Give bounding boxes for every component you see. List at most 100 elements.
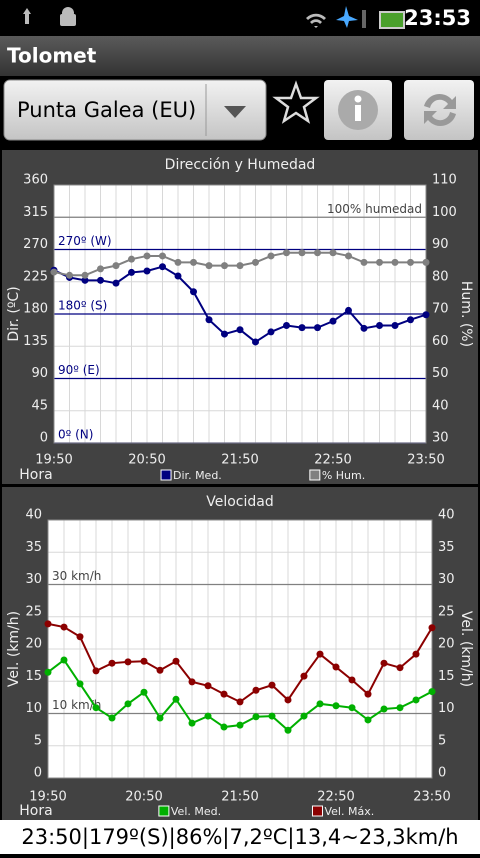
y2-tick-label: 20 [438,637,455,652]
data-point [380,659,388,667]
data-point [428,624,436,632]
y-tick-label: 35 [25,540,42,555]
data-point [143,267,151,275]
summary: 23:50|179º(S)|86%|7,2ºC|13,4~23,3km/h [21,825,458,850]
data-point [329,317,337,325]
y2-axis-label: Vel. (km/h) [458,611,474,687]
data-point [376,321,383,329]
x-tick-label: 23:50 [413,790,450,805]
y-tick-label: 0 [34,766,42,781]
y2-axis-label: Hum. (%) [458,281,474,347]
data-point [97,276,104,284]
data-point [76,633,84,641]
favorite-button[interactable] [272,80,320,124]
data-point [316,700,324,708]
y-tick-label: 15 [25,669,42,684]
data-point [407,258,414,266]
data-point [284,696,292,704]
legend-swatch [309,469,321,481]
info-icon-dot [354,95,362,103]
data-point [314,324,321,332]
data-point [92,667,100,675]
y2-tick-label: 40 [438,508,455,523]
y-tick-label: 360 [23,173,48,188]
y-tick-label: 135 [23,334,48,349]
y2-tick-label: 50 [432,366,449,381]
data-point [422,258,430,266]
status-icons [23,6,405,29]
x-tick-label: 22:50 [314,453,351,468]
data-point [81,271,89,279]
data-point [345,306,352,314]
data-point [205,316,213,324]
data-point [376,258,383,266]
data-point [252,713,260,721]
data-point [108,659,116,667]
data-point [143,252,151,260]
data-point [66,271,73,279]
data-point [60,656,68,664]
y2-tick-label: 40 [432,398,449,413]
data-point [174,258,182,266]
data-point [267,252,275,260]
data-point [298,249,306,257]
data-point [172,695,180,703]
data-point [220,723,228,731]
data-point [268,681,276,689]
station-spinner[interactable] [3,79,267,141]
data-point [360,258,368,266]
data-point [345,252,352,260]
data-point [76,680,84,688]
y-tick-label: 270 [23,237,48,252]
data-point [364,716,372,724]
y-tick-label: 90 [31,366,48,381]
legend-label: Vel. Máx. [324,805,374,818]
data-point [50,268,58,276]
data-point [81,276,89,284]
data-point [283,321,290,329]
data-point [268,712,276,720]
data-point [124,700,132,708]
data-point [159,263,166,271]
y2-tick-label: 90 [432,237,449,252]
data-point [128,268,135,276]
x-axis-label: Hora [19,803,52,819]
data-point [128,255,135,263]
legend-label: Vel. Med. [171,805,221,818]
data-point [364,690,372,698]
y-tick-label: 5 [34,733,42,748]
reference-label: 10 km/h [52,698,101,712]
data-point [140,688,148,696]
y-axis-label: Vel. (km/h) [6,611,22,687]
data-point [396,664,404,672]
y2-tick-label: 110 [432,173,457,188]
data-point [221,330,228,338]
x-tick-label: 19:50 [35,453,72,468]
x-tick-label: 21:50 [221,453,258,468]
x-tick-label: 23:50 [407,453,444,468]
y2-tick-label: 80 [432,269,449,284]
data-point [360,324,368,332]
y-tick-label: 25 [25,604,42,619]
y2-tick-label: 100 [432,205,457,220]
x-tick-label: 20:50 [128,453,165,468]
reference-label: 270º (W) [58,234,112,248]
y2-tick-label: 10 [438,701,455,716]
info-icon-i [355,105,361,121]
data-point [391,258,399,266]
data-point [283,249,290,257]
y-tick-label: 180 [23,302,48,317]
reference-label: 0º (N) [58,428,93,442]
data-point [172,657,180,665]
data-point [332,702,340,710]
data-point [252,258,259,266]
data-point [156,666,164,674]
app-bar [0,36,480,76]
y-tick-label: 225 [23,269,48,284]
data-point [188,719,196,727]
data-point [44,668,52,676]
data-point [124,658,132,666]
data-point [252,338,259,346]
refresh-button[interactable] [404,80,474,140]
data-point [314,249,321,257]
